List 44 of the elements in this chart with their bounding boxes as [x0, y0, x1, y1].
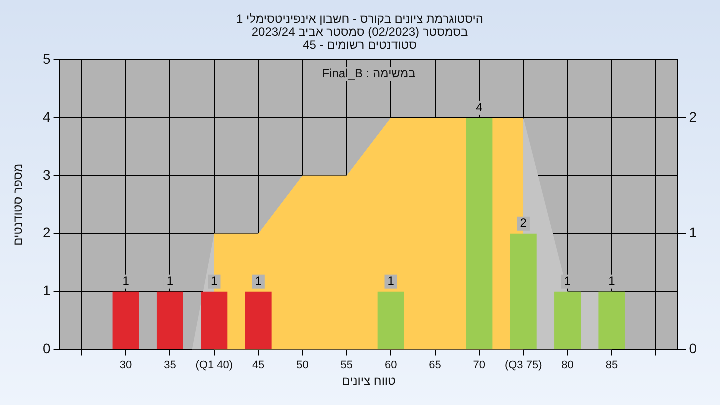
bar — [245, 292, 272, 350]
data-label: 2 — [520, 216, 528, 230]
y-tick-label: 4 — [42, 108, 51, 125]
y-tick-label: 0 — [42, 340, 51, 357]
x-tick-label: (Q1 40) — [196, 359, 234, 372]
bar — [112, 292, 140, 350]
x-tick-label: 45 — [252, 359, 265, 372]
data-label: 1 — [608, 274, 616, 288]
x-tick-label: (Q3 75) — [504, 359, 542, 372]
x-tick-label: 65 — [429, 359, 442, 372]
bar — [201, 292, 228, 350]
x-tick-label: 50 — [296, 359, 309, 372]
y-tick-label: 3 — [42, 166, 51, 183]
data-label: 1 — [564, 274, 572, 288]
y-axis-title: מספר סטודנטים — [11, 164, 25, 246]
y-tick-label: 2 — [42, 224, 51, 241]
bar — [510, 234, 537, 350]
data-label: 1 — [211, 274, 218, 288]
x-axis-title: טווח ציונים — [342, 374, 396, 388]
chart-subtitle: בסמסטר (02/2023) סמסטר אביב 2023/24 סטודנטים רשומים - 45 — [252, 25, 468, 52]
x-tick-label: 30 — [120, 359, 132, 372]
y-tick-label: 5 — [42, 50, 51, 67]
data-label: 4 — [476, 100, 484, 114]
x-tick-label: 80 — [562, 359, 574, 372]
data-label: 1 — [166, 274, 174, 288]
x-tick-label: 60 — [384, 359, 398, 372]
x-tick-label: 35 — [164, 359, 176, 372]
y-tick-label: 1 — [42, 282, 51, 299]
bar — [598, 292, 626, 350]
bar — [378, 292, 404, 350]
x-tick-label: 55 — [340, 359, 354, 372]
y2-tick-label: 1 — [689, 224, 698, 241]
data-label: 1 — [122, 274, 130, 288]
bar — [466, 118, 493, 350]
annotation: במשימה : Final_B — [322, 66, 416, 80]
bar — [156, 292, 184, 350]
x-tick-label: 85 — [606, 359, 618, 372]
chart-title: היסטוגרמת ציונים בקורס - חשבון אינפיניטסימלי 1 — [236, 12, 484, 26]
x-tick-label: 70 — [473, 359, 486, 372]
data-label: 1 — [388, 274, 395, 288]
data-label: 1 — [255, 274, 262, 288]
y2-tick-label: 0 — [689, 340, 698, 357]
y2-tick-label: 2 — [689, 108, 698, 125]
bar — [554, 292, 582, 350]
